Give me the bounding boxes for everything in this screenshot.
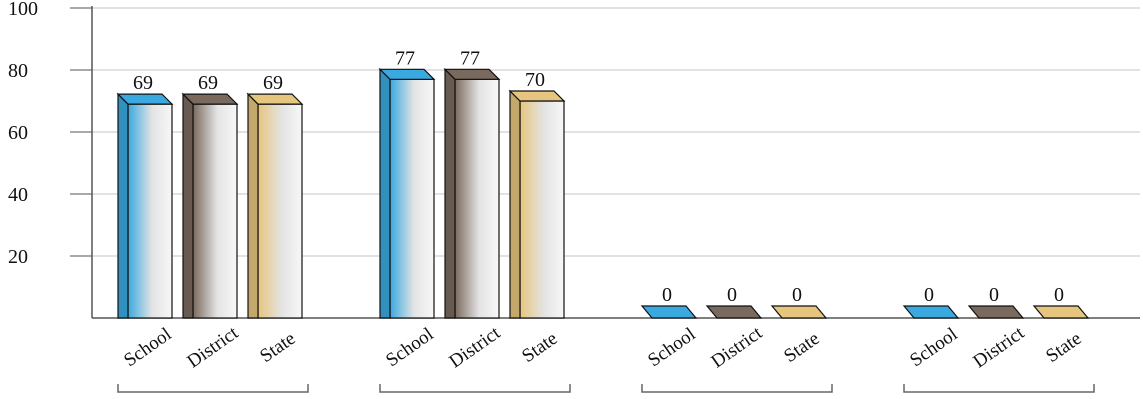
bar-state xyxy=(246,92,304,319)
data-label: 0 xyxy=(989,284,999,306)
x-tick-label: State xyxy=(256,328,299,367)
bar-front xyxy=(454,78,500,319)
data-label: 0 xyxy=(792,284,802,306)
y-tick-label: 60 xyxy=(8,122,28,144)
x-tick-label: State xyxy=(1042,328,1085,367)
x-tick-label: School xyxy=(120,324,175,371)
bar-side xyxy=(444,67,456,319)
bars xyxy=(116,67,1090,319)
group-bracket xyxy=(379,384,571,393)
data-label: 69 xyxy=(198,72,218,94)
x-tick-label: School xyxy=(644,324,699,371)
group-bracket xyxy=(117,384,309,393)
x-tick-label: State xyxy=(780,328,823,367)
group-bracket xyxy=(903,384,1095,393)
bar-front xyxy=(389,78,435,319)
y-tick-label: 20 xyxy=(8,246,28,268)
bar-top xyxy=(378,68,436,80)
bar-district xyxy=(181,92,239,319)
data-label: 69 xyxy=(133,72,153,94)
bar-school xyxy=(640,305,698,319)
bar-state xyxy=(1032,305,1090,319)
bar-top xyxy=(1032,305,1090,319)
bar-top xyxy=(770,305,828,319)
bar-side xyxy=(379,67,391,319)
x-tick-label: School xyxy=(382,324,437,371)
bar-top xyxy=(967,305,1025,319)
bar-district xyxy=(705,305,763,319)
bar-side xyxy=(247,92,259,319)
y-tick-label: 40 xyxy=(8,184,28,206)
bar-top xyxy=(640,305,698,319)
bar-top xyxy=(902,305,960,319)
bar-top xyxy=(181,93,239,105)
data-label: 77 xyxy=(395,47,415,69)
bar-side xyxy=(509,89,521,319)
group-bracket xyxy=(641,384,833,393)
bar-front xyxy=(257,103,303,319)
bar-top xyxy=(508,90,566,102)
bar-side xyxy=(117,92,129,319)
data-label: 70 xyxy=(525,69,545,91)
data-label: 0 xyxy=(662,284,672,306)
bar-state xyxy=(770,305,828,319)
bar-top xyxy=(443,68,501,80)
bar-state xyxy=(508,89,566,319)
bar-district xyxy=(967,305,1025,319)
x-tick-label: State xyxy=(518,328,561,367)
bar-side xyxy=(182,92,194,319)
y-tick-label: 80 xyxy=(8,60,28,82)
y-tick-label: 100 xyxy=(8,0,38,20)
axes: 20 40 60 80 100 xyxy=(8,0,1140,393)
data-label: 0 xyxy=(727,284,737,306)
x-tick-label: District xyxy=(445,322,504,372)
bar-school xyxy=(378,67,436,319)
bar-school xyxy=(116,92,174,319)
x-tick-label: District xyxy=(707,322,766,372)
bar-district xyxy=(443,67,501,319)
bar-top xyxy=(116,93,174,105)
data-label: 0 xyxy=(924,284,934,306)
x-tick-label: District xyxy=(969,322,1028,372)
x-tick-label: District xyxy=(183,322,242,372)
data-label: 0 xyxy=(1054,284,1064,306)
data-label: 77 xyxy=(460,47,480,69)
bar-front xyxy=(127,103,173,319)
data-label: 69 xyxy=(263,72,283,94)
x-tick-label: School xyxy=(906,324,961,371)
bar-school xyxy=(902,305,960,319)
bar-front xyxy=(519,100,565,319)
bar-top xyxy=(246,93,304,105)
bar-front xyxy=(192,103,238,319)
bar-top xyxy=(705,305,763,319)
